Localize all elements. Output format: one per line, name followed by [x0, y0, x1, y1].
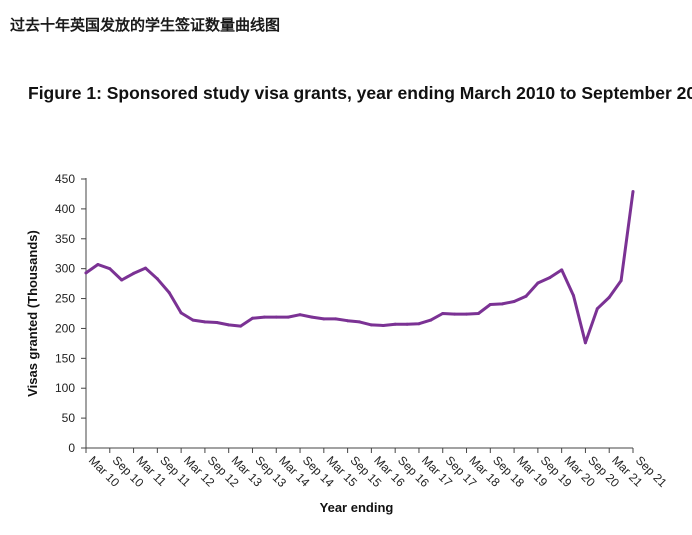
data-point — [369, 323, 373, 327]
data-point — [560, 268, 564, 272]
data-point — [381, 324, 385, 327]
data-point — [227, 323, 231, 327]
x-axis-title: Year ending — [320, 500, 394, 515]
y-tick-label: 50 — [62, 411, 76, 425]
data-point — [108, 267, 112, 271]
y-axis: 0 50 100 150 200 250 300 350 400 450 — [55, 172, 87, 455]
data-point — [441, 312, 445, 315]
data-point — [417, 322, 421, 326]
data-point — [286, 315, 290, 319]
data-point — [191, 318, 195, 322]
data-point — [144, 266, 147, 270]
data-point — [465, 312, 468, 316]
data-point — [595, 307, 599, 311]
y-tick-label: 450 — [55, 172, 75, 186]
series-line — [84, 190, 635, 345]
data-point — [476, 312, 480, 315]
data-point — [488, 303, 492, 306]
data-point — [155, 277, 159, 281]
data-point — [334, 317, 338, 321]
data-point — [548, 276, 552, 280]
data-point — [96, 263, 100, 266]
y-tick-label: 350 — [55, 232, 75, 246]
data-point — [619, 279, 623, 283]
data-point — [536, 281, 540, 285]
data-point — [310, 315, 314, 319]
page-heading: 过去十年英国发放的学生签证数量曲线图 — [10, 16, 281, 34]
data-point — [215, 321, 219, 324]
series-layer — [84, 190, 635, 345]
y-tick-label: 400 — [55, 202, 75, 216]
data-point — [453, 312, 457, 316]
y-tick-label: 100 — [55, 381, 75, 395]
data-point — [132, 271, 136, 275]
y-tick-label: 300 — [55, 262, 75, 276]
data-point — [405, 322, 409, 326]
data-point — [84, 271, 88, 275]
y-tick-label: 200 — [55, 321, 75, 335]
data-point — [607, 295, 611, 299]
data-point — [524, 294, 528, 298]
data-point — [346, 319, 350, 323]
y-tick-label: 150 — [55, 351, 75, 365]
y-axis-title: Visas granted (Thousands) — [25, 230, 40, 397]
data-point — [572, 294, 575, 298]
data-point — [298, 313, 302, 317]
data-point — [500, 302, 504, 306]
data-point — [120, 278, 124, 282]
data-point — [429, 318, 433, 322]
y-tick-label: 0 — [68, 441, 75, 455]
data-point — [631, 190, 635, 194]
data-point — [167, 291, 171, 295]
data-point — [239, 324, 243, 328]
chart-title: Figure 1: Sponsored study visa grants, y… — [28, 83, 692, 103]
data-point — [322, 317, 326, 321]
y-tick-label: 250 — [55, 292, 75, 306]
data-point — [512, 300, 516, 303]
data-point — [203, 320, 207, 324]
data-point — [358, 320, 361, 324]
data-point — [274, 315, 278, 319]
data-point — [393, 322, 397, 326]
data-point — [251, 316, 254, 320]
data-point — [262, 315, 266, 319]
data-point — [583, 341, 587, 345]
data-point — [179, 311, 183, 315]
